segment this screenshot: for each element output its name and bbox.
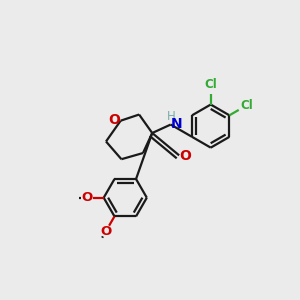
Text: O: O (100, 224, 112, 238)
Text: O: O (179, 149, 191, 163)
Text: O: O (108, 113, 120, 127)
Text: H: H (167, 110, 176, 123)
Text: Cl: Cl (204, 78, 217, 91)
Text: N: N (171, 117, 183, 131)
Text: O: O (81, 191, 92, 204)
Text: Cl: Cl (240, 99, 253, 112)
